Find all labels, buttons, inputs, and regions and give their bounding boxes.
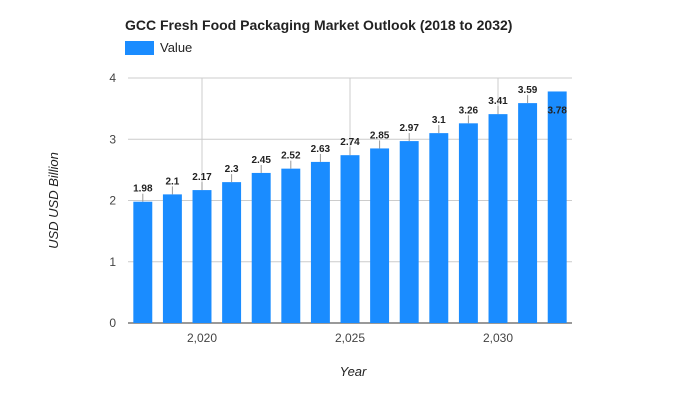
x-tick-label: 2,020 xyxy=(187,331,217,345)
bar xyxy=(488,114,508,323)
bar xyxy=(133,201,153,323)
bar xyxy=(340,155,360,323)
bar xyxy=(281,168,301,323)
bar xyxy=(310,161,330,323)
bar xyxy=(251,172,271,323)
legend-swatch xyxy=(125,40,154,55)
chart-title: GCC Fresh Food Packaging Market Outlook … xyxy=(125,17,513,33)
bar xyxy=(518,103,538,323)
data-label: 3.59 xyxy=(518,85,538,96)
data-label: 2.3 xyxy=(225,164,239,175)
data-label: 3.78 xyxy=(547,105,567,116)
data-label: 3.1 xyxy=(432,115,446,126)
bar xyxy=(547,91,567,323)
legend[interactable]: Value xyxy=(125,40,192,55)
bar xyxy=(162,194,182,323)
x-axis-title: Year xyxy=(340,364,367,379)
bar xyxy=(370,148,390,323)
bar xyxy=(399,141,419,323)
y-tick-label: 3 xyxy=(109,132,116,146)
bar xyxy=(429,133,449,323)
data-label: 2.17 xyxy=(192,172,212,183)
data-label: 2.74 xyxy=(340,137,360,148)
data-label: 2.1 xyxy=(165,176,179,187)
data-label: 3.26 xyxy=(459,105,479,116)
y-tick-label: 2 xyxy=(109,194,116,208)
y-tick-label: 1 xyxy=(109,255,116,269)
data-label: 2.63 xyxy=(311,144,331,155)
data-label: 2.85 xyxy=(370,130,390,141)
y-axis-title: USD USD Billion xyxy=(46,152,61,249)
data-label: 1.98 xyxy=(133,184,153,195)
data-label: 2.45 xyxy=(251,155,271,166)
bar xyxy=(192,190,212,323)
x-tick-label: 2,025 xyxy=(335,331,365,345)
y-tick-label: 0 xyxy=(109,316,116,330)
bar xyxy=(222,182,242,323)
data-label: 2.52 xyxy=(281,151,301,162)
data-label: 2.97 xyxy=(399,123,419,134)
data-label: 3.41 xyxy=(488,96,508,107)
y-tick-label: 4 xyxy=(109,71,116,85)
legend-label: Value xyxy=(160,40,193,55)
bar xyxy=(458,123,478,323)
x-tick-label: 2,030 xyxy=(483,331,513,345)
